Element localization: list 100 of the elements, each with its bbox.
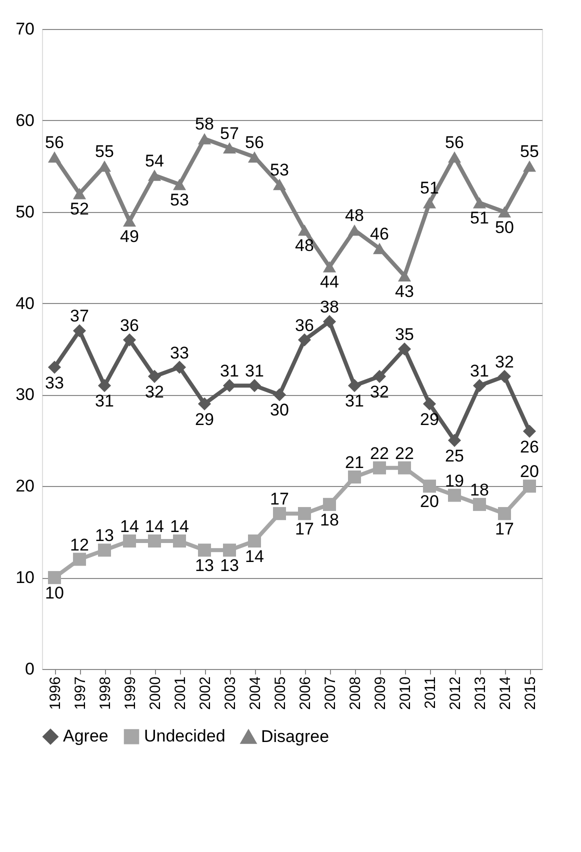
x-tick-label: 2007 [322, 676, 339, 710]
data-label: 33 [170, 343, 189, 362]
point [222, 544, 236, 557]
point [422, 480, 436, 493]
point [48, 571, 62, 584]
point [398, 342, 412, 356]
point [322, 261, 336, 272]
point [472, 498, 486, 511]
x-tick-label: 2005 [272, 676, 289, 710]
point [148, 170, 162, 181]
point [422, 197, 436, 208]
data-label: 43 [395, 282, 414, 301]
x-tick-label: 2015 [522, 676, 539, 710]
point [248, 151, 262, 163]
point [98, 379, 112, 392]
x-tick-label: 2013 [472, 676, 489, 710]
point [122, 333, 136, 346]
data-label: 14 [145, 517, 164, 536]
point [148, 534, 162, 548]
point [72, 552, 86, 566]
data-label: 31 [470, 362, 489, 381]
point [298, 507, 312, 520]
x-tick-label: 2004 [247, 676, 264, 710]
point [222, 379, 236, 392]
point [172, 360, 186, 374]
data-label: 50 [495, 218, 514, 237]
point [372, 242, 386, 254]
data-label: 20 [420, 492, 439, 512]
data-label: 54 [145, 151, 164, 170]
x-tick-label: 2002 [197, 676, 214, 710]
point [522, 160, 536, 172]
data-label: 29 [420, 410, 439, 429]
data-label: 31 [345, 392, 364, 411]
data-label: 57 [220, 124, 239, 143]
point [122, 215, 136, 227]
point [172, 178, 186, 190]
data-label: 12 [70, 535, 89, 554]
data-label: 17 [270, 490, 289, 509]
x-tick-label: 2009 [372, 676, 389, 710]
point [272, 388, 286, 402]
point [472, 197, 486, 208]
legend-label: Undecided [144, 726, 226, 746]
point [198, 544, 212, 557]
point [122, 534, 136, 548]
data-label: 31 [220, 362, 239, 381]
x-tick-label: 2006 [297, 676, 314, 710]
x-tick-label: 2001 [172, 676, 189, 710]
point [272, 178, 286, 190]
data-label: 22 [395, 444, 414, 463]
point [348, 470, 362, 484]
x-tick-label: 1999 [122, 676, 139, 710]
data-label: 17 [495, 520, 514, 539]
point [348, 379, 362, 392]
point [372, 461, 386, 474]
x-tick-label: 2012 [447, 676, 464, 710]
point [298, 224, 312, 236]
point [448, 151, 462, 163]
data-label: 46 [370, 224, 389, 244]
legend-label: Disagree [261, 727, 330, 746]
data-label: 32 [145, 382, 164, 402]
data-label: 38 [320, 298, 339, 317]
x-tick-label: 2010 [397, 676, 414, 710]
data-label: 58 [195, 114, 214, 134]
point [248, 534, 262, 548]
data-label: 56 [45, 133, 64, 152]
y-tick-label: 40 [16, 294, 34, 313]
x-tick-label: 1996 [47, 676, 64, 710]
data-label: 17 [295, 520, 314, 539]
x-tick-label: 2011 [422, 676, 439, 709]
data-label: 52 [70, 200, 89, 219]
point [222, 142, 236, 154]
data-label: 36 [295, 316, 314, 335]
point [298, 333, 312, 346]
data-label: 13 [220, 556, 239, 576]
data-label: 19 [445, 471, 464, 490]
point [98, 544, 112, 557]
data-label: 25 [445, 446, 464, 466]
point [498, 206, 512, 218]
point [322, 315, 336, 328]
point [48, 151, 62, 163]
data-label: 13 [95, 526, 114, 546]
x-tick-label: 2008 [347, 676, 364, 710]
x-tick-label: 1997 [72, 676, 89, 710]
data-label: 49 [120, 227, 139, 246]
point [322, 498, 336, 511]
point [522, 424, 536, 438]
data-label: 30 [270, 400, 289, 420]
data-label: 14 [170, 517, 189, 536]
point [448, 434, 462, 447]
y-tick-label: 60 [16, 110, 34, 130]
data-label: 31 [95, 392, 114, 411]
data-label: 55 [520, 142, 539, 162]
data-label: 53 [170, 190, 189, 210]
data-label: 29 [195, 410, 214, 429]
point [498, 370, 512, 383]
legend-label: Agree [63, 726, 108, 746]
data-label: 33 [45, 373, 64, 392]
point [472, 379, 486, 392]
point [72, 188, 86, 200]
x-tick-label: 2000 [147, 676, 164, 710]
